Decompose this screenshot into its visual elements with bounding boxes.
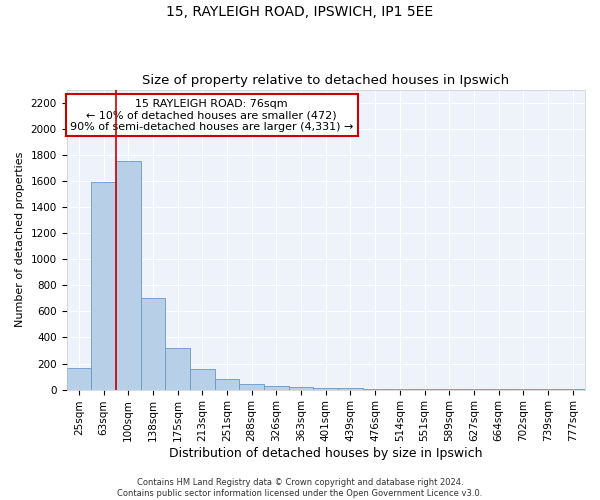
Bar (116, 160, 140, 390)
Text: 15 RAYLEIGH ROAD: 76sqm
← 10% of detached houses are smaller (472)
90% of semi-d: 15 RAYLEIGH ROAD: 76sqm ← 10% of detache… (70, 98, 353, 132)
Bar (264, 386, 289, 390)
Bar (67, 368, 91, 390)
Title: Size of property relative to detached houses in Ipswich: Size of property relative to detached ho… (142, 74, 509, 87)
Y-axis label: Number of detached properties: Number of detached properties (15, 152, 25, 328)
Bar (289, 387, 313, 390)
Text: 15, RAYLEIGH ROAD, IPSWICH, IP1 5EE: 15, RAYLEIGH ROAD, IPSWICH, IP1 5EE (166, 5, 434, 19)
Bar (338, 388, 363, 390)
Text: Contains HM Land Registry data © Crown copyright and database right 2024.
Contai: Contains HM Land Registry data © Crown c… (118, 478, 482, 498)
Bar (388, 389, 412, 390)
Bar (363, 388, 388, 390)
Bar (239, 384, 264, 390)
Bar (190, 368, 215, 390)
Bar (215, 379, 239, 390)
Bar (140, 298, 165, 390)
X-axis label: Distribution of detached houses by size in Ipswich: Distribution of detached houses by size … (169, 447, 482, 460)
Bar (165, 348, 190, 390)
Bar (91, 182, 116, 390)
Bar (313, 388, 338, 390)
